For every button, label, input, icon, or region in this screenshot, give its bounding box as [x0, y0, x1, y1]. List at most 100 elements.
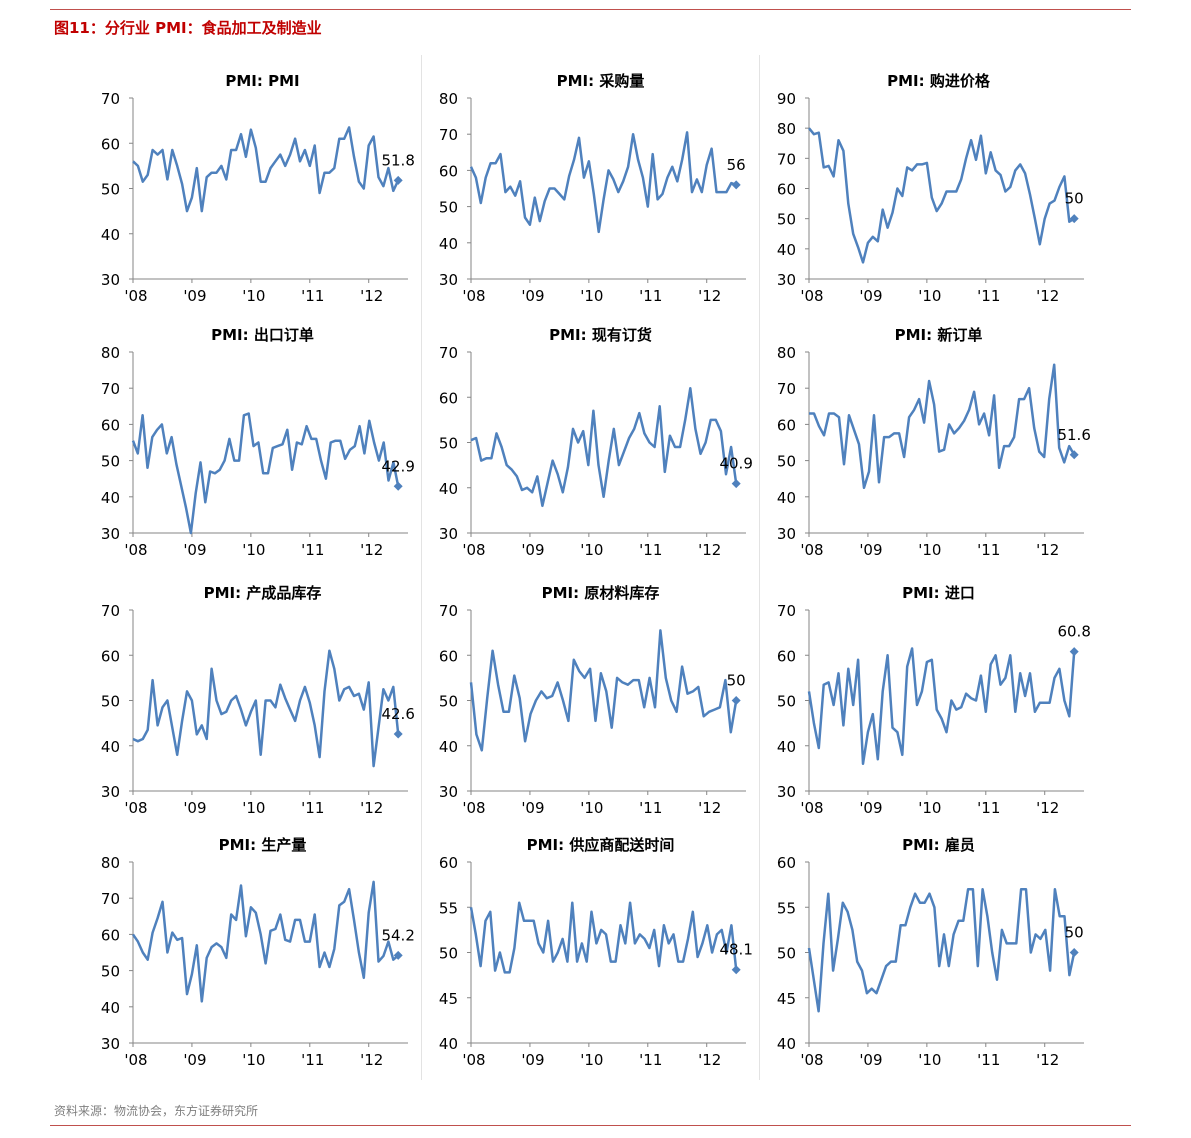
x-tick-label: '10: [242, 541, 265, 559]
y-tick-label: 50: [101, 453, 120, 471]
y-tick-label: 70: [101, 380, 120, 398]
line-chart: PMI: PMI 30 40 50 60 70 '08 '09 '10 '11 '12 51.8: [101, 72, 415, 305]
y-tick-label: 50: [101, 963, 120, 981]
series-line: [131, 412, 400, 535]
series-line: [469, 131, 737, 234]
chart-panel: PMI: 产成品库存 30 40 50 60 70 '08 '09 '10 '11 '12 42.6: [86, 570, 418, 824]
chart-title: PMI: 雇员: [902, 836, 975, 854]
x-tick-label: '08: [462, 541, 485, 559]
y-tick-label: 30: [101, 1035, 120, 1053]
x-tick-label: '12: [360, 541, 383, 559]
y-tick-label: 40: [101, 489, 120, 507]
y-tick-label: 30: [777, 783, 796, 801]
end-data-label: 40.9: [719, 455, 752, 473]
end-data-label: 42.6: [381, 705, 414, 723]
y-tick-label: 50: [777, 453, 796, 471]
y-tick-label: 60: [777, 854, 796, 872]
x-tick-label: '08: [800, 541, 823, 559]
x-tick-label: '11: [639, 799, 662, 817]
figure-title: 图11：分行业 PMI：食品加工及制造业: [54, 19, 322, 37]
end-data-label: 42.9: [381, 457, 414, 475]
end-data-label: 50: [727, 672, 746, 690]
chart-panel: PMI: 雇员 40 45 50 55 60 '08 '09 '10 '11 '12 50: [762, 822, 1094, 1076]
x-tick-label: '08: [124, 1051, 147, 1069]
line-chart: PMI: 雇员 40 45 50 55 60 '08 '09 '10 '11 '12 50: [777, 836, 1084, 1069]
y-tick-label: 50: [101, 693, 120, 711]
series-line: [807, 887, 1076, 1013]
x-tick-label: '10: [918, 799, 941, 817]
bottom-rule: [50, 1125, 1131, 1126]
x-tick-label: '08: [462, 287, 485, 305]
y-tick-label: 40: [439, 235, 458, 253]
x-tick-label: '11: [301, 541, 324, 559]
x-tick-label: '08: [124, 541, 147, 559]
series-line: [131, 880, 400, 1003]
x-tick-label: '10: [242, 1051, 265, 1069]
y-tick-label: 70: [439, 344, 458, 362]
y-tick-label: 80: [101, 854, 120, 872]
x-tick-label: '11: [639, 287, 662, 305]
y-tick-label: 70: [439, 126, 458, 144]
series-line: [132, 649, 400, 768]
y-tick-label: 30: [101, 525, 120, 543]
line-chart: PMI: 进口 30 40 50 60 70 '08 '09 '10 '11 '12 60.8: [777, 584, 1091, 817]
y-tick-label: 50: [777, 693, 796, 711]
y-tick-label: 50: [439, 693, 458, 711]
x-tick-label: '08: [800, 799, 823, 817]
end-point-marker: [393, 950, 403, 960]
chart-panel: PMI: 采购量 30 40 50 60 70 80 '08 '09 '10 '11 '12 56: [424, 58, 756, 312]
line-chart: PMI: 采购量 30 40 50 60 70 80 '08 '09 '10 '11 '12 56: [439, 72, 746, 305]
series-line: [470, 386, 738, 508]
end-point-marker: [731, 965, 741, 975]
x-tick-label: '12: [360, 1051, 383, 1069]
y-tick-label: 50: [777, 945, 796, 963]
line-chart: PMI: 生产量 30 40 50 60 70 80 '08 '09 '10 '11 '12 54.2: [101, 836, 415, 1069]
y-tick-label: 40: [777, 738, 796, 756]
x-tick-label: '09: [183, 1051, 206, 1069]
x-tick-label: '10: [580, 541, 603, 559]
x-tick-label: '11: [301, 1051, 324, 1069]
x-tick-label: '12: [698, 541, 721, 559]
series-line: [132, 126, 400, 213]
x-tick-label: '08: [800, 1051, 823, 1069]
x-tick-label: '09: [521, 287, 544, 305]
x-tick-label: '09: [183, 799, 206, 817]
x-tick-label: '11: [639, 541, 662, 559]
y-tick-label: 60: [439, 162, 458, 180]
y-tick-label: 55: [439, 899, 458, 917]
chart-panel: PMI: 原材料库存 30 40 50 60 70 '08 '09 '10 '11 '12 50: [424, 570, 756, 824]
x-tick-label: '12: [1036, 541, 1059, 559]
y-tick-label: 60: [101, 135, 120, 153]
y-tick-label: 40: [439, 738, 458, 756]
x-tick-label: '10: [242, 287, 265, 305]
end-data-label: 48.1: [719, 941, 752, 959]
x-tick-label: '09: [521, 1051, 544, 1069]
y-tick-label: 30: [777, 271, 796, 289]
end-point-marker: [1069, 450, 1079, 460]
series-line: [469, 629, 738, 752]
chart-panel: PMI: 购进价格 30 40 50 60 70 80 90 '08 '09 '10 '11 '12 50: [762, 58, 1094, 312]
y-tick-label: 45: [777, 990, 796, 1008]
x-tick-label: '09: [859, 799, 882, 817]
y-tick-label: 50: [439, 199, 458, 217]
x-tick-label: '12: [360, 799, 383, 817]
y-tick-label: 70: [777, 602, 796, 620]
end-point-marker: [731, 479, 741, 489]
series-line: [809, 363, 1076, 490]
y-tick-label: 80: [777, 120, 796, 138]
top-rule: [50, 9, 1131, 10]
y-tick-label: 60: [777, 647, 796, 665]
line-chart: PMI: 新订单 30 40 50 60 70 80 '08 '09 '10 '11 '12 51.6: [777, 326, 1091, 559]
x-tick-label: '10: [918, 541, 941, 559]
source-note: 资料来源：物流协会，东方证券研究所: [54, 1104, 259, 1118]
end-data-label: 50: [1065, 190, 1084, 208]
y-tick-label: 30: [439, 271, 458, 289]
y-tick-label: 60: [439, 389, 458, 407]
y-tick-label: 30: [101, 783, 120, 801]
chart-title: PMI: PMI: [225, 72, 299, 90]
end-data-label: 54.2: [381, 926, 414, 944]
x-tick-label: '10: [918, 1051, 941, 1069]
end-data-label: 60.8: [1057, 623, 1090, 641]
column-separator-1: [421, 55, 422, 1080]
y-tick-label: 50: [101, 181, 120, 199]
